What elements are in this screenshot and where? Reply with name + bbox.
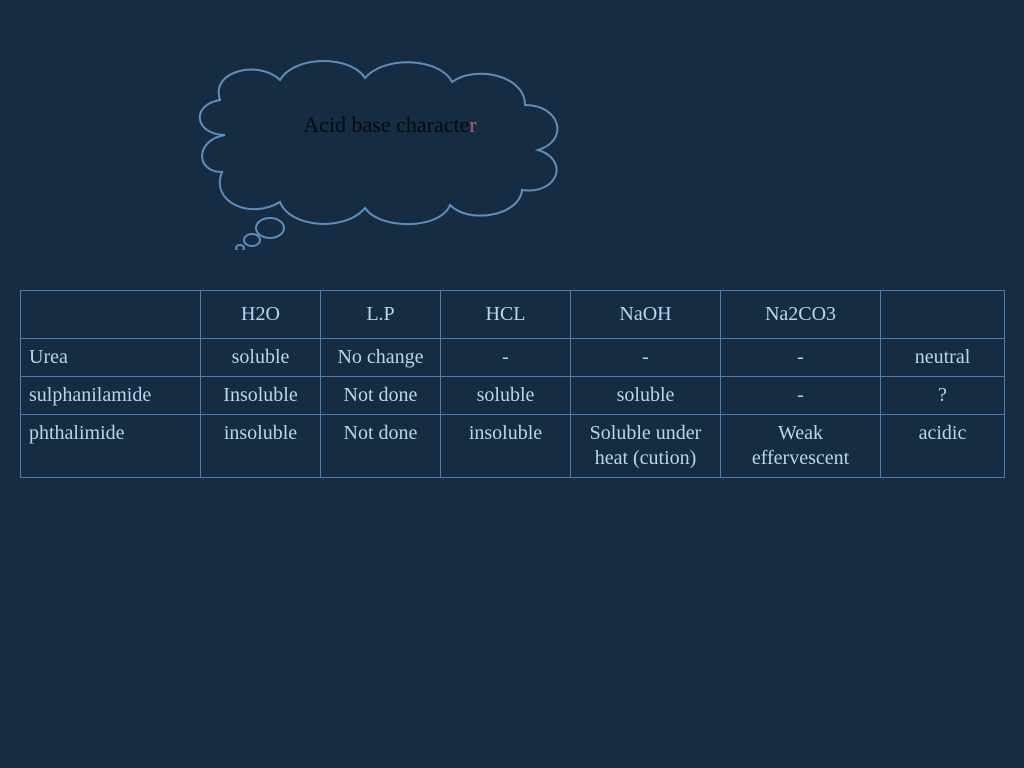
page-title: Acid base character bbox=[140, 112, 640, 138]
title-main: Acid base characte bbox=[303, 112, 469, 137]
cell: soluble bbox=[201, 339, 321, 377]
cell: Not done bbox=[321, 415, 441, 478]
cell: - bbox=[721, 377, 881, 415]
table-header-row: H2O L.P HCL NaOH Na2CO3 bbox=[21, 291, 1005, 339]
col-header: L.P bbox=[321, 291, 441, 339]
cell: Weak effervescent bbox=[721, 415, 881, 478]
cell: - bbox=[721, 339, 881, 377]
row-label: sulphanilamide bbox=[21, 377, 201, 415]
cell: Insoluble bbox=[201, 377, 321, 415]
cell: soluble bbox=[571, 377, 721, 415]
col-header: NaOH bbox=[571, 291, 721, 339]
cell: No change bbox=[321, 339, 441, 377]
cell: - bbox=[441, 339, 571, 377]
col-header: Na2CO3 bbox=[721, 291, 881, 339]
cell: insoluble bbox=[201, 415, 321, 478]
table-row: sulphanilamide Insoluble Not done solubl… bbox=[21, 377, 1005, 415]
title-cloud: Acid base character bbox=[140, 40, 640, 250]
cell: soluble bbox=[441, 377, 571, 415]
row-label: Urea bbox=[21, 339, 201, 377]
cloud-icon bbox=[140, 40, 640, 250]
acid-base-table: H2O L.P HCL NaOH Na2CO3 Urea soluble No … bbox=[20, 290, 1005, 478]
table-row: Urea soluble No change - - - neutral bbox=[21, 339, 1005, 377]
cell: Soluble under heat (cution) bbox=[571, 415, 721, 478]
cell: neutral bbox=[881, 339, 1005, 377]
title-accent: r bbox=[469, 112, 476, 137]
col-header: HCL bbox=[441, 291, 571, 339]
cell: Not done bbox=[321, 377, 441, 415]
cell: insoluble bbox=[441, 415, 571, 478]
table-row: phthalimide insoluble Not done insoluble… bbox=[21, 415, 1005, 478]
row-label: phthalimide bbox=[21, 415, 201, 478]
cell: ? bbox=[881, 377, 1005, 415]
col-header: H2O bbox=[201, 291, 321, 339]
cell: acidic bbox=[881, 415, 1005, 478]
col-header bbox=[881, 291, 1005, 339]
col-header bbox=[21, 291, 201, 339]
cell: - bbox=[571, 339, 721, 377]
